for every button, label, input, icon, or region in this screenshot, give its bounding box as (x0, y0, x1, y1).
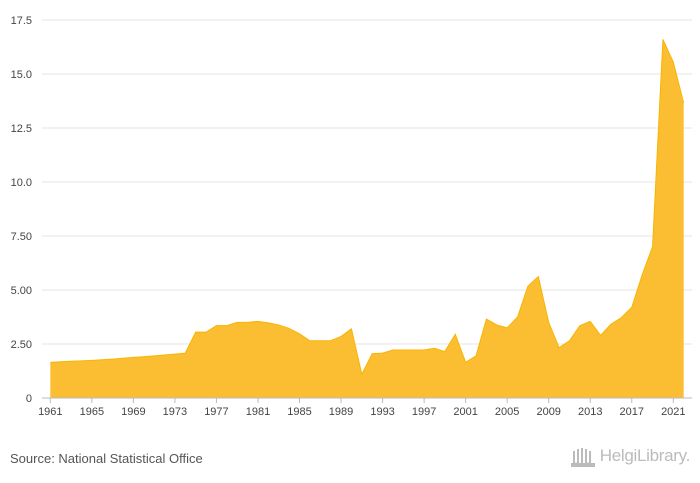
data-point (651, 245, 655, 249)
area-fill (50, 39, 684, 398)
data-point (567, 339, 571, 343)
source-note: Source: National Statistical Office (10, 451, 203, 466)
data-point (526, 284, 530, 288)
data-point (453, 332, 457, 336)
data-point (422, 348, 426, 352)
x-tick-label: 2013 (578, 406, 602, 418)
data-point (474, 354, 478, 358)
data-point (121, 356, 125, 360)
x-tick-label: 2001 (453, 406, 477, 418)
data-point (246, 320, 250, 324)
y-tick-label: 5.00 (11, 285, 32, 297)
data-point (599, 333, 603, 337)
library-building-icon (570, 448, 595, 467)
data-point (308, 339, 312, 343)
y-tick-label: 15.0 (11, 69, 32, 81)
data-point (619, 316, 623, 320)
x-tick-label: 1965 (80, 406, 104, 418)
data-point (163, 353, 167, 357)
x-tick-label: 1969 (121, 406, 145, 418)
data-point (266, 321, 270, 325)
data-point (536, 275, 540, 279)
data-point (204, 330, 208, 334)
data-point (79, 359, 83, 363)
data-point (214, 324, 218, 328)
data-point (516, 315, 520, 319)
x-tick-label: 2017 (620, 406, 644, 418)
data-point (111, 357, 115, 361)
y-tick-label: 7.50 (11, 231, 32, 243)
data-point (443, 350, 447, 354)
data-point (131, 355, 135, 359)
data-point (630, 305, 634, 309)
helgi-library-logo[interactable]: HelgiLibrary. (570, 445, 691, 467)
x-tick-label: 1989 (329, 406, 353, 418)
data-point (152, 354, 156, 358)
data-point (173, 352, 177, 356)
x-tick-label: 1985 (287, 406, 311, 418)
x-tick-label: 2009 (536, 406, 560, 418)
x-tick-label: 1973 (163, 406, 187, 418)
data-point (298, 332, 302, 336)
data-point (464, 360, 468, 364)
data-point (277, 323, 281, 327)
y-tick-label: 12.5 (11, 123, 32, 135)
data-point (100, 358, 104, 362)
data-point (225, 324, 229, 328)
data-point (578, 324, 582, 328)
x-tick-label: 1977 (204, 406, 228, 418)
data-point (329, 339, 333, 343)
data-point (349, 327, 353, 331)
data-point (640, 273, 644, 277)
area-chart: 0 2.50 5.00 7.50 10.0 12.5 15.0 17.5 1961 1965 196… (11, 15, 692, 418)
data-point (505, 326, 509, 330)
x-tick-label: 2005 (495, 406, 519, 418)
y-tick-label: 0 (26, 393, 32, 405)
data-point (484, 317, 488, 321)
data-point (495, 323, 499, 327)
data-point (183, 351, 187, 355)
data-point (661, 37, 665, 41)
x-tick-label: 1981 (246, 406, 270, 418)
x-tick-label: 1997 (412, 406, 436, 418)
data-point (609, 322, 613, 326)
data-point (557, 346, 561, 350)
data-point (671, 60, 675, 64)
x-tick-label: 1993 (370, 406, 394, 418)
y-tick-label: 17.5 (11, 15, 32, 27)
data-point (547, 320, 551, 324)
x-tick-label: 2021 (661, 406, 685, 418)
data-point (588, 319, 592, 323)
data-point (391, 348, 395, 352)
area-line (50, 39, 685, 376)
data-point (235, 320, 239, 324)
data-point (69, 359, 73, 363)
y-tick-label: 10.0 (11, 177, 32, 189)
data-point (412, 348, 416, 352)
data-point (194, 330, 198, 334)
data-point (432, 346, 436, 350)
footer: Source: National Statistical Office Helg… (0, 440, 700, 483)
data-point (287, 326, 291, 330)
data-point (370, 352, 374, 356)
data-point (256, 319, 260, 323)
data-point (401, 348, 405, 352)
logo-text: HelgiLibrary. (599, 446, 691, 465)
data-point (48, 360, 52, 364)
grid-lines (42, 19, 692, 399)
data-point (90, 358, 94, 362)
data-point (682, 101, 686, 105)
data-point (360, 372, 364, 376)
data-point (381, 351, 385, 355)
data-point (59, 360, 63, 364)
data-point (339, 334, 343, 338)
axes: 0 2.50 5.00 7.50 10.0 12.5 15.0 17.5 1961 1965 196… (11, 15, 692, 418)
data-point (318, 339, 322, 343)
area-series (48, 37, 686, 398)
data-point (142, 355, 146, 359)
x-tick-label: 1961 (38, 406, 62, 418)
y-tick-label: 2.50 (11, 339, 32, 351)
